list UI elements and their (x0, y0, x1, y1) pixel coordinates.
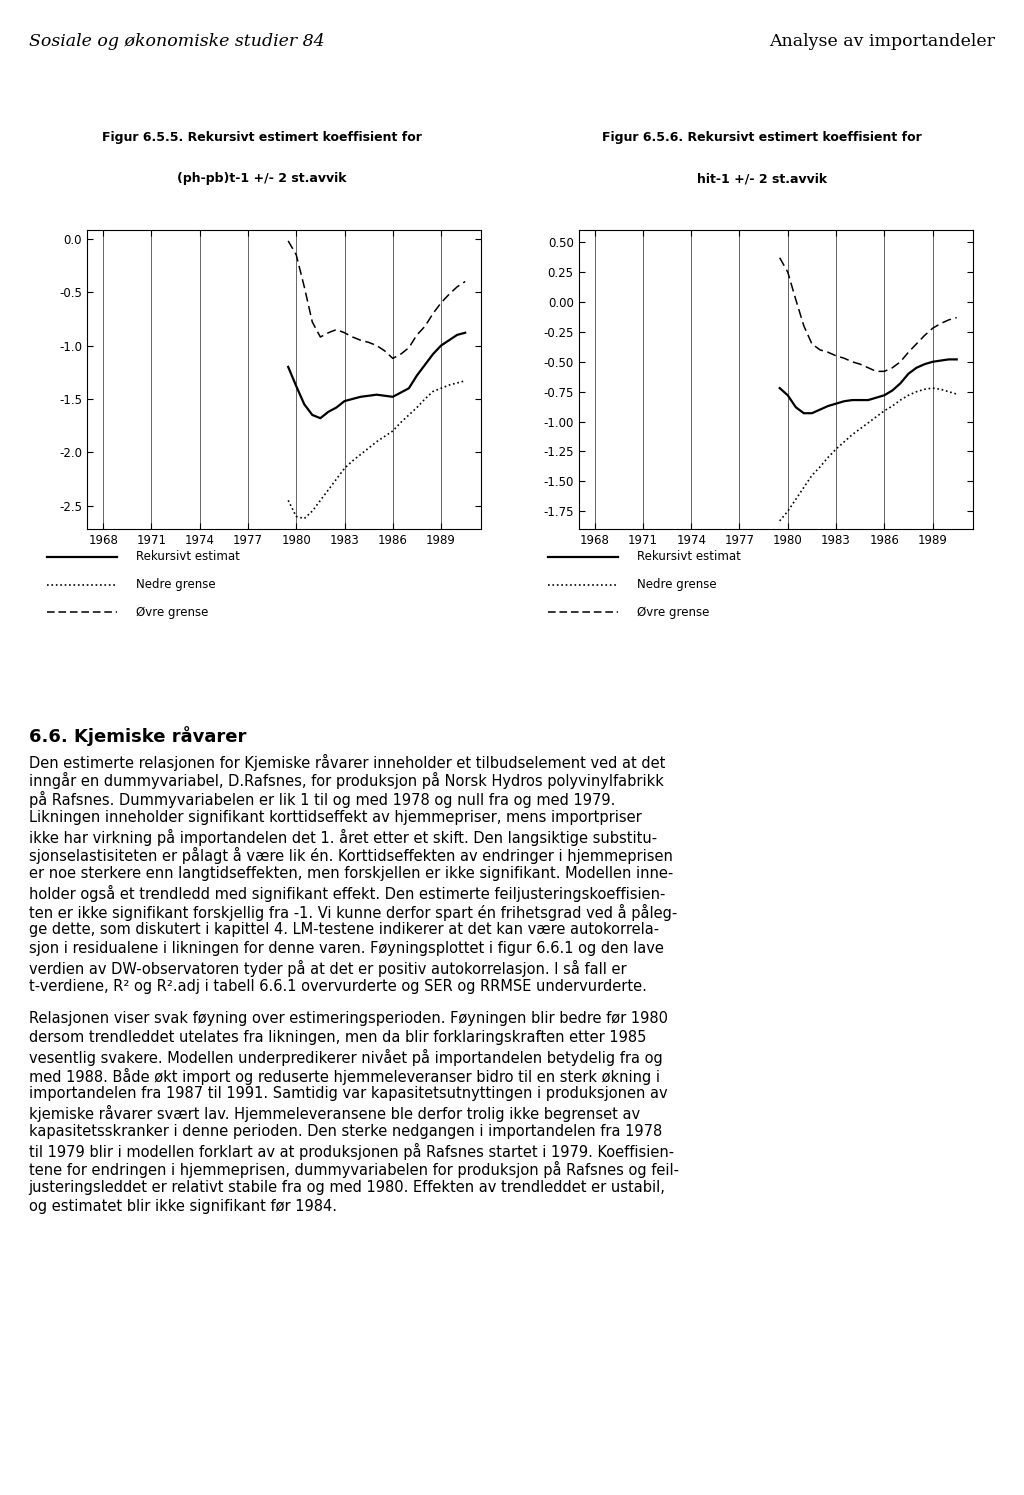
Text: Sosiale og økonomiske studier 84: Sosiale og økonomiske studier 84 (29, 33, 325, 51)
Text: ten er ikke signifikant forskjellig fra -1. Vi kunne derfor spart én frihetsgrad: ten er ikke signifikant forskjellig fra … (29, 903, 677, 921)
Text: t-verdiene, R² og R².adj i tabell 6.6.1 overvurderte og SER og RRMSE undervurder: t-verdiene, R² og R².adj i tabell 6.6.1 … (29, 979, 646, 994)
Text: inngår en dummyvariabel, D.Rafsnes, for produksjon på Norsk Hydros polyvinylfabr: inngår en dummyvariabel, D.Rafsnes, for … (29, 773, 664, 789)
Text: justeringsleddet er relativt stabile fra og med 1980. Effekten av trendleddet er: justeringsleddet er relativt stabile fra… (29, 1180, 666, 1195)
Text: importandelen fra 1987 til 1991. Samtidig var kapasitetsutnyttingen i produksjon: importandelen fra 1987 til 1991. Samtidi… (29, 1087, 668, 1102)
Text: ge dette, som diskutert i kapittel 4. LM-testene indikerer at det kan være autok: ge dette, som diskutert i kapittel 4. LM… (29, 922, 658, 937)
Text: (ph-pb)t-1 +/- 2 st.avvik: (ph-pb)t-1 +/- 2 st.avvik (177, 172, 346, 185)
Text: med 1988. Både økt import og reduserte hjemmeleveranser bidro til en sterk øknin: med 1988. Både økt import og reduserte h… (29, 1067, 659, 1084)
Text: 6.6. Kjemiske råvarer: 6.6. Kjemiske råvarer (29, 727, 246, 746)
Text: Figur 6.5.5. Rekursivt estimert koeffisient for: Figur 6.5.5. Rekursivt estimert koeffisi… (101, 130, 422, 144)
Text: hit-1 +/- 2 st.avvik: hit-1 +/- 2 st.avvik (697, 172, 827, 185)
Text: Øvre grense: Øvre grense (136, 605, 208, 619)
Text: Analyse av importandeler: Analyse av importandeler (769, 33, 995, 51)
Text: Rekursivt estimat: Rekursivt estimat (637, 550, 740, 564)
Text: sjon i residualene i likningen for denne varen. Føyningsplottet i figur 6.6.1 og: sjon i residualene i likningen for denne… (29, 942, 664, 957)
Text: på Rafsnes. Dummyvariabelen er lik 1 til og med 1978 og null fra og med 1979.: på Rafsnes. Dummyvariabelen er lik 1 til… (29, 791, 615, 809)
Text: Nedre grense: Nedre grense (136, 579, 215, 591)
Text: tene for endringen i hjemmeprisen, dummyvariabelen for produksjon på Rafsnes og : tene for endringen i hjemmeprisen, dummy… (29, 1162, 679, 1178)
Text: verdien av DW-observatoren tyder på at det er positiv autokorrelasjon. I så fall: verdien av DW-observatoren tyder på at d… (29, 960, 627, 976)
Text: Likningen inneholder signifikant korttidseffekt av hjemmepriser, mens importpris: Likningen inneholder signifikant korttid… (29, 810, 641, 825)
Text: Rekursivt estimat: Rekursivt estimat (136, 550, 240, 564)
Text: til 1979 blir i modellen forklart av at produksjonen på Rafsnes startet i 1979. : til 1979 blir i modellen forklart av at … (29, 1142, 674, 1160)
Text: holder også et trendledd med signifikant effekt. Den estimerte feiljusteringskoe: holder også et trendledd med signifikant… (29, 885, 665, 901)
Text: Figur 6.5.6. Rekursivt estimert koeffisient for: Figur 6.5.6. Rekursivt estimert koeffisi… (602, 130, 923, 144)
Text: dersom trendleddet utelates fra likningen, men da blir forklaringskraften etter : dersom trendleddet utelates fra likninge… (29, 1030, 646, 1045)
Text: Relasjonen viser svak føyning over estimeringsperioden. Føyningen blir bedre før: Relasjonen viser svak føyning over estim… (29, 1011, 668, 1027)
Text: Øvre grense: Øvre grense (637, 605, 709, 619)
Text: ikke har virkning på importandelen det 1. året etter et skift. Den langsiktige s: ikke har virkning på importandelen det 1… (29, 828, 656, 846)
Text: sjonselastisiteten er pålagt å være lik én. Korttidseffekten av endringer i hjem: sjonselastisiteten er pålagt å være lik … (29, 848, 673, 864)
Text: er noe sterkere enn langtidseffekten, men forskjellen er ikke signifikant. Model: er noe sterkere enn langtidseffekten, me… (29, 866, 673, 881)
Text: kapasitetsskranker i denne perioden. Den sterke nedgangen i importandelen fra 19: kapasitetsskranker i denne perioden. Den… (29, 1124, 662, 1139)
Text: kjemiske råvarer svært lav. Hjemmeleveransene ble derfor trolig ikke begrenset a: kjemiske råvarer svært lav. Hjemmelevera… (29, 1105, 640, 1123)
Text: Den estimerte relasjonen for Kjemiske råvarer inneholder et tilbudselement ved a: Den estimerte relasjonen for Kjemiske rå… (29, 753, 665, 771)
Text: vesentlig svakere. Modellen underpredikerer nivået på importandelen betydelig fr: vesentlig svakere. Modellen underpredike… (29, 1049, 663, 1066)
Text: og estimatet blir ikke signifikant før 1984.: og estimatet blir ikke signifikant før 1… (29, 1199, 337, 1214)
Text: Nedre grense: Nedre grense (637, 579, 716, 591)
